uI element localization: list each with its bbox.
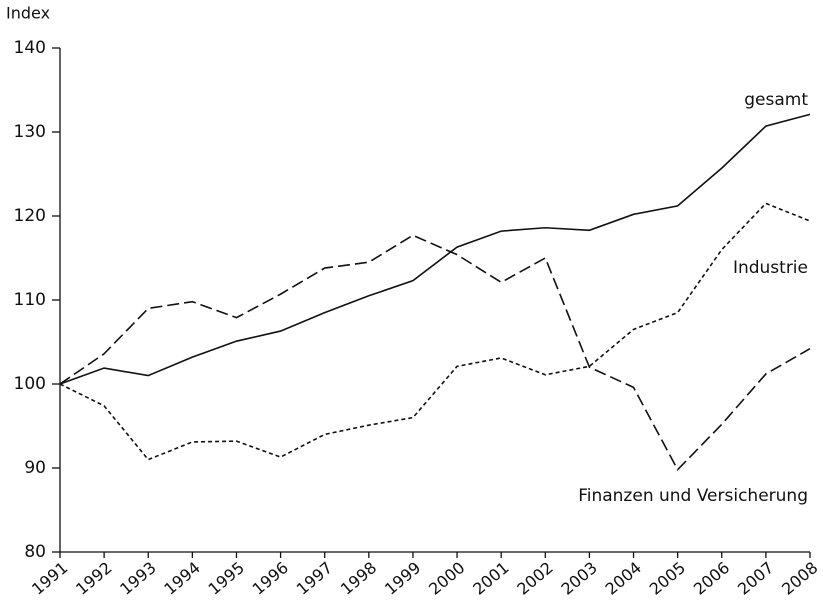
x-tick-label: 1992	[72, 558, 115, 599]
x-tick-label: 2005	[646, 558, 689, 599]
x-tick-label: 1998	[337, 558, 380, 599]
x-tick-label: 2006	[690, 558, 733, 599]
x-tick-label: 2003	[557, 558, 600, 599]
x-tick-label: 1991	[28, 558, 71, 599]
x-tick-label: 2001	[469, 558, 512, 599]
x-tick-label: 2000	[425, 558, 468, 599]
series-label: gesamt	[744, 90, 808, 110]
x-tick-label: 1996	[249, 558, 292, 599]
line-series	[59, 113, 811, 385]
x-tick-label: 1995	[205, 558, 248, 599]
line-series	[59, 202, 811, 461]
x-tick-label: 2002	[513, 558, 556, 599]
x-tick-label: 2004	[602, 558, 645, 599]
y-tick-label: 80	[24, 542, 46, 562]
y-axis-label: Index	[6, 4, 50, 23]
y-tick-label: 110	[14, 290, 46, 310]
series-label: Industrie	[733, 258, 808, 278]
x-tick-label: 1997	[293, 558, 336, 599]
x-tick-label: 2007	[734, 558, 777, 599]
x-tick-label: 1994	[160, 558, 203, 599]
x-tick-label: 2008	[778, 558, 821, 599]
y-tick-label: 100	[14, 374, 46, 394]
y-tick-label: 120	[14, 206, 46, 226]
series-label: Finanzen und Versicherung	[578, 486, 808, 506]
x-tick-label: 1993	[116, 558, 159, 599]
line-series	[59, 234, 811, 472]
y-tick-label: 90	[24, 458, 46, 478]
y-tick-label: 140	[14, 38, 46, 58]
y-tick-label: 130	[14, 122, 46, 142]
x-tick-label: 1999	[381, 558, 424, 599]
